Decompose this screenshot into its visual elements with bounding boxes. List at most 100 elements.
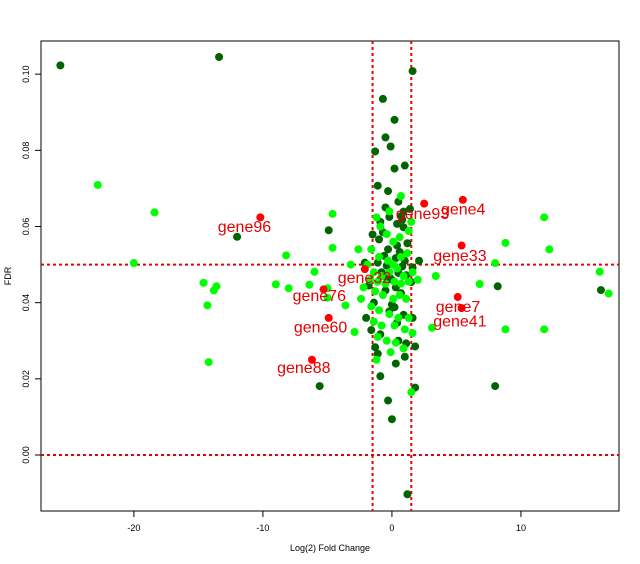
bright-green-point <box>381 279 390 288</box>
bright-green-point <box>431 272 440 280</box>
red-point <box>256 213 265 222</box>
bright-green-point <box>501 238 510 247</box>
dark-green-point <box>390 115 399 124</box>
dark-green-point <box>491 382 500 391</box>
bright-green-point <box>395 291 404 300</box>
bright-green-point <box>341 301 350 310</box>
red-point <box>307 355 316 364</box>
dark-green-point <box>493 282 502 291</box>
bright-green-point <box>475 279 484 288</box>
dark-green-point <box>390 164 399 173</box>
bright-green-point <box>284 284 293 293</box>
bright-green-point <box>404 277 413 286</box>
dark-green-point <box>384 245 393 254</box>
gene-label: gene4 <box>441 201 486 218</box>
gene-label: gene96 <box>218 219 271 236</box>
dark-green-point <box>400 161 409 170</box>
gene-label: gene32 <box>338 270 391 287</box>
bright-green-point <box>367 245 376 254</box>
y-axis: 0.00 0.02 0.04 0.06 0.08 0.10 <box>21 65 41 464</box>
y-axis-title: FDR <box>3 266 13 285</box>
bright-green-point <box>203 301 212 310</box>
bright-green-point <box>408 268 417 277</box>
bright-green-point <box>595 267 604 276</box>
dark-green-point <box>384 396 393 405</box>
bright-green-point <box>400 325 409 334</box>
bright-green-point <box>385 207 394 216</box>
bright-green-point <box>501 325 510 334</box>
dark-green-point <box>324 226 333 235</box>
red-point <box>457 303 466 312</box>
bright-green-point <box>204 358 213 367</box>
gene-label: gene88 <box>277 360 330 377</box>
dark-green-point <box>373 349 382 358</box>
bright-green-point <box>396 252 405 261</box>
bright-green-point <box>356 294 365 303</box>
dark-green-point <box>596 286 605 295</box>
bright-green-point <box>350 327 359 336</box>
bright-green-point <box>390 277 399 286</box>
bright-green-point <box>375 252 384 261</box>
bright-green-point <box>369 317 378 326</box>
y-tick-label: 0.10 <box>21 65 31 83</box>
bright-green-point <box>310 267 319 276</box>
bright-green-point <box>402 294 411 303</box>
bright-green-point <box>394 313 403 322</box>
bright-green-point <box>396 279 405 288</box>
bright-green-point <box>540 213 549 222</box>
bright-green-point <box>395 233 404 242</box>
bright-green-point <box>407 388 416 397</box>
bright-green-point <box>378 291 387 300</box>
bright-green-point <box>604 289 613 298</box>
bright-green-point <box>376 222 385 231</box>
dark-green-point <box>384 187 393 196</box>
bright-green-point <box>390 321 399 330</box>
bright-green-point <box>389 294 398 303</box>
dark-green-point <box>403 490 412 499</box>
bright-green-point <box>413 275 422 284</box>
dark-green-point <box>371 147 380 156</box>
x-axis-title: Log(2) Fold Change <box>290 543 370 553</box>
bright-green-point <box>93 180 102 189</box>
bright-green-point <box>389 237 398 246</box>
bright-green-point <box>540 325 549 334</box>
bright-green-point <box>212 282 221 291</box>
dark-green-point <box>403 239 412 248</box>
gene-label: gene7 <box>436 299 481 316</box>
y-tick-label: 0.00 <box>21 446 31 464</box>
bright-green-point <box>373 332 382 341</box>
bright-green-point <box>323 293 332 302</box>
red-point <box>457 241 466 250</box>
bright-green-point <box>372 213 381 222</box>
bright-green-point <box>359 283 368 292</box>
dark-green-point <box>375 235 384 244</box>
dark-green-point <box>400 352 409 361</box>
bright-green-point <box>375 306 384 315</box>
red-point <box>453 292 462 301</box>
bright-green-point <box>371 287 380 296</box>
dark-green-point <box>371 343 380 352</box>
data-points <box>56 52 613 499</box>
bright-green-point <box>385 310 394 319</box>
dark-green-point <box>215 52 224 61</box>
gene-label: gene60 <box>294 319 347 336</box>
bright-green-point <box>386 348 395 357</box>
bright-green-point <box>328 243 337 252</box>
red-point <box>420 199 429 208</box>
bright-green-point <box>399 272 408 280</box>
red-point <box>319 285 328 294</box>
bright-green-point <box>377 321 386 330</box>
bright-green-point <box>403 249 412 258</box>
bright-green-point <box>393 264 402 273</box>
y-tick-label: 0.08 <box>21 142 31 160</box>
bright-green-point <box>199 278 208 287</box>
y-tick-label: 0.06 <box>21 218 31 236</box>
dark-green-point <box>411 342 420 351</box>
bright-green-point <box>391 338 400 347</box>
bright-green-point <box>129 259 138 268</box>
dark-green-point <box>408 67 417 76</box>
bright-green-point <box>427 323 436 332</box>
x-tick-label: 10 <box>516 523 526 533</box>
bright-green-point <box>408 329 417 338</box>
